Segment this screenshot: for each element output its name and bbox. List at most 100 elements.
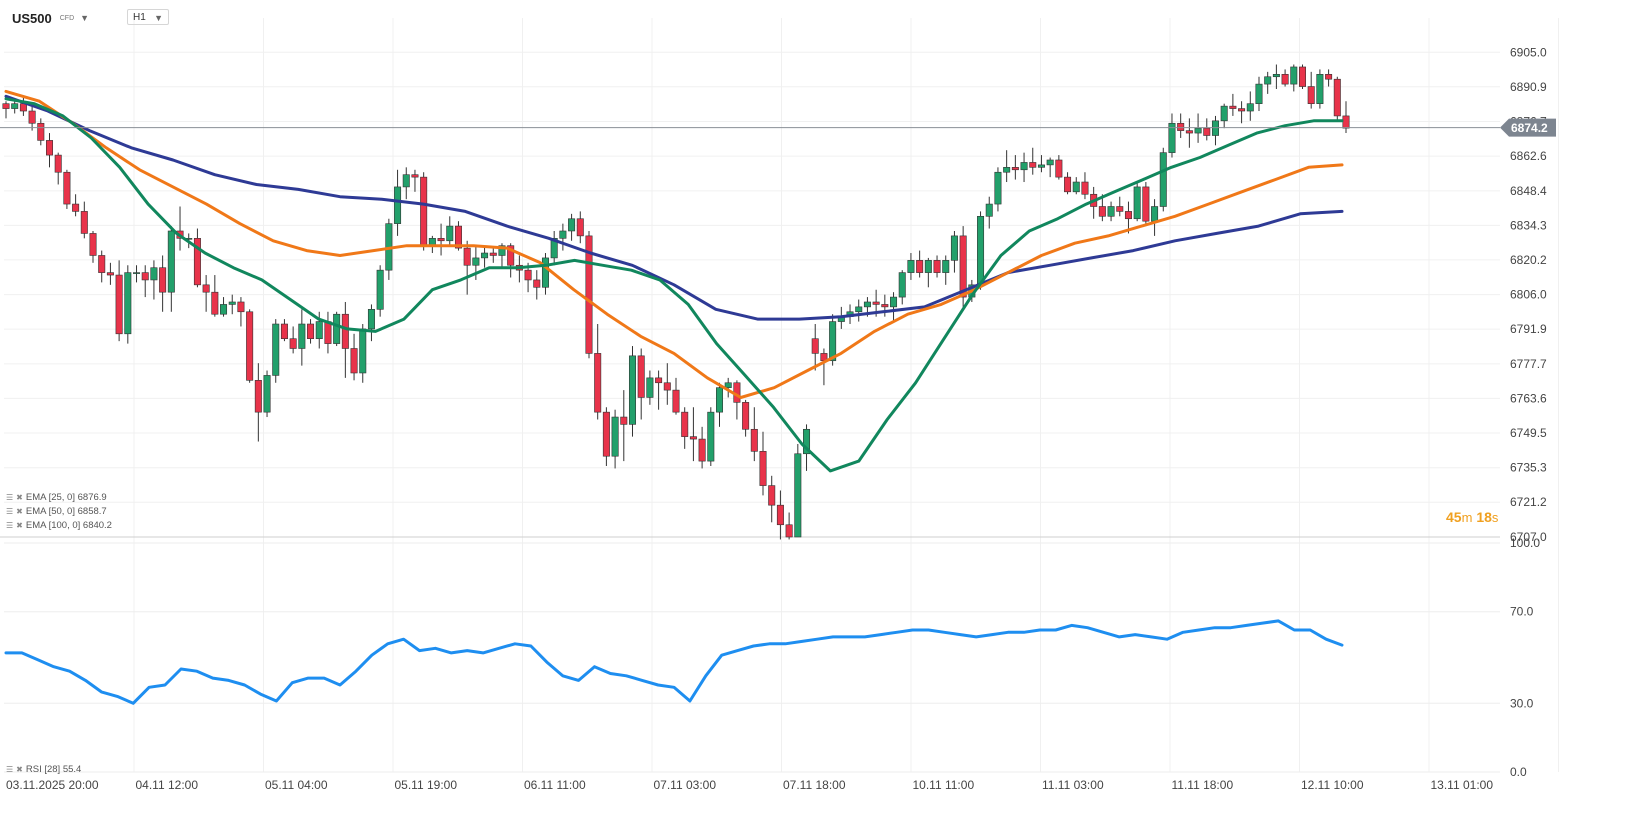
candle-up xyxy=(124,272,132,335)
candle-down xyxy=(237,301,245,313)
candle-down xyxy=(341,313,349,349)
candle-down xyxy=(350,348,358,374)
y-tick-label: 6905.0 xyxy=(1510,45,1547,59)
candle-up xyxy=(724,382,732,388)
candle-down xyxy=(1203,127,1211,136)
candle-down xyxy=(1081,181,1089,195)
y-tick-label: 6749.5 xyxy=(1510,426,1547,440)
candle-down xyxy=(63,171,71,205)
y-tick-label: 6735.3 xyxy=(1510,461,1547,475)
candle-up xyxy=(394,186,402,224)
chevron-down-icon[interactable]: ▼ xyxy=(154,13,163,23)
close-icon[interactable]: ✖ xyxy=(16,521,23,530)
candle-down xyxy=(776,504,784,526)
ema100-label: EMA [100, 0] 6840.2 xyxy=(25,520,112,531)
candle-down xyxy=(2,103,10,109)
candle-up xyxy=(977,215,985,286)
current-price-tag xyxy=(1500,118,1556,137)
x-tick-label: 07.11 18:00 xyxy=(783,778,846,792)
ema50-line xyxy=(4,89,1344,399)
candle-down xyxy=(637,355,645,398)
candles xyxy=(2,64,1350,540)
candle-down xyxy=(37,122,45,141)
candle-down xyxy=(98,255,106,273)
candle-up xyxy=(907,260,915,273)
candle-up xyxy=(716,387,724,413)
candle-up xyxy=(446,225,454,242)
candle-down xyxy=(750,428,758,452)
candle-down xyxy=(1298,66,1306,87)
candle-down xyxy=(1055,159,1063,178)
candle-up xyxy=(272,323,280,376)
symbol-selector[interactable]: US500 CFD ▼ xyxy=(12,8,89,28)
candle-down xyxy=(620,416,628,425)
x-tick-label: 11.11 03:00 xyxy=(1042,778,1104,792)
candle-down xyxy=(1307,86,1315,104)
candle-down xyxy=(1064,176,1072,193)
candle-up xyxy=(481,252,489,259)
candle-down xyxy=(1124,211,1132,220)
settings-icon[interactable]: ☰ xyxy=(6,493,14,502)
candle-down xyxy=(602,411,610,457)
candle-down xyxy=(454,225,462,249)
candle-up xyxy=(376,269,384,310)
candle-down xyxy=(1185,130,1193,134)
ema50-legend[interactable]: ☰ ✖ EMA [50, 0] 6858.7 xyxy=(6,506,107,517)
candle-down xyxy=(1098,206,1106,217)
candle-down xyxy=(742,402,750,430)
candle-up xyxy=(359,328,367,374)
candle-up xyxy=(898,272,906,298)
close-icon[interactable]: ✖ xyxy=(16,493,23,502)
settings-icon[interactable]: ☰ xyxy=(6,765,14,774)
candle-up xyxy=(1316,74,1324,104)
candle-up xyxy=(855,306,863,313)
candle-up xyxy=(367,309,375,330)
candle-up xyxy=(646,377,654,398)
candle-up xyxy=(1020,162,1028,171)
y-tick-label: 6707.0 xyxy=(1510,530,1547,544)
y-tick-label: 6834.3 xyxy=(1510,218,1547,232)
candle-down xyxy=(80,211,88,234)
candle-down xyxy=(89,233,97,256)
y-tick-label: 6862.6 xyxy=(1510,149,1547,163)
candle-up xyxy=(150,267,158,281)
candle-down xyxy=(1011,167,1019,171)
candle-down xyxy=(933,260,941,273)
timeframe-selector[interactable]: H1 ▼ xyxy=(127,9,169,25)
candle-up xyxy=(1194,127,1202,134)
candle-down xyxy=(698,438,706,462)
candle-up xyxy=(924,260,932,273)
candle-down xyxy=(672,389,680,413)
candle-up xyxy=(1046,159,1054,166)
close-icon[interactable]: ✖ xyxy=(16,507,23,516)
candle-up xyxy=(794,453,802,538)
candle-down xyxy=(1029,162,1037,168)
chevron-down-icon[interactable]: ▼ xyxy=(80,13,90,23)
candle-up xyxy=(707,411,715,462)
candle-up xyxy=(402,174,410,188)
candle-down xyxy=(1238,108,1246,112)
candle-down xyxy=(1281,74,1289,85)
ema25-legend[interactable]: ☰ ✖ EMA [25, 0] 6876.9 xyxy=(6,492,107,503)
ema50-label: EMA [50, 0] 6858.7 xyxy=(25,506,107,517)
x-tick-label: 11.11 18:00 xyxy=(1172,778,1234,792)
rsi-tick-label: 70.0 xyxy=(1510,605,1534,619)
close-icon[interactable]: ✖ xyxy=(16,765,23,774)
ema100-legend[interactable]: ☰ ✖ EMA [100, 0] 6840.2 xyxy=(6,520,112,531)
x-tick-label: 05.11 19:00 xyxy=(395,778,458,792)
candle-down xyxy=(1116,206,1124,212)
rsi-legend[interactable]: ☰ ✖ RSI [28] 55.4 xyxy=(6,764,81,775)
candle-down xyxy=(289,338,297,349)
candle-up xyxy=(315,321,323,340)
settings-icon[interactable]: ☰ xyxy=(6,507,14,516)
candle-down xyxy=(193,238,201,286)
y-tick-label: 6890.9 xyxy=(1510,80,1547,94)
current-price-label: 6874.2 xyxy=(1511,121,1548,135)
rsi-tick-label: 30.0 xyxy=(1510,696,1534,710)
candle-up xyxy=(863,301,871,308)
rsi-line xyxy=(4,619,1344,705)
candle-up xyxy=(611,416,619,457)
x-tick-label: 06.11 11:00 xyxy=(524,778,586,792)
settings-icon[interactable]: ☰ xyxy=(6,521,14,530)
